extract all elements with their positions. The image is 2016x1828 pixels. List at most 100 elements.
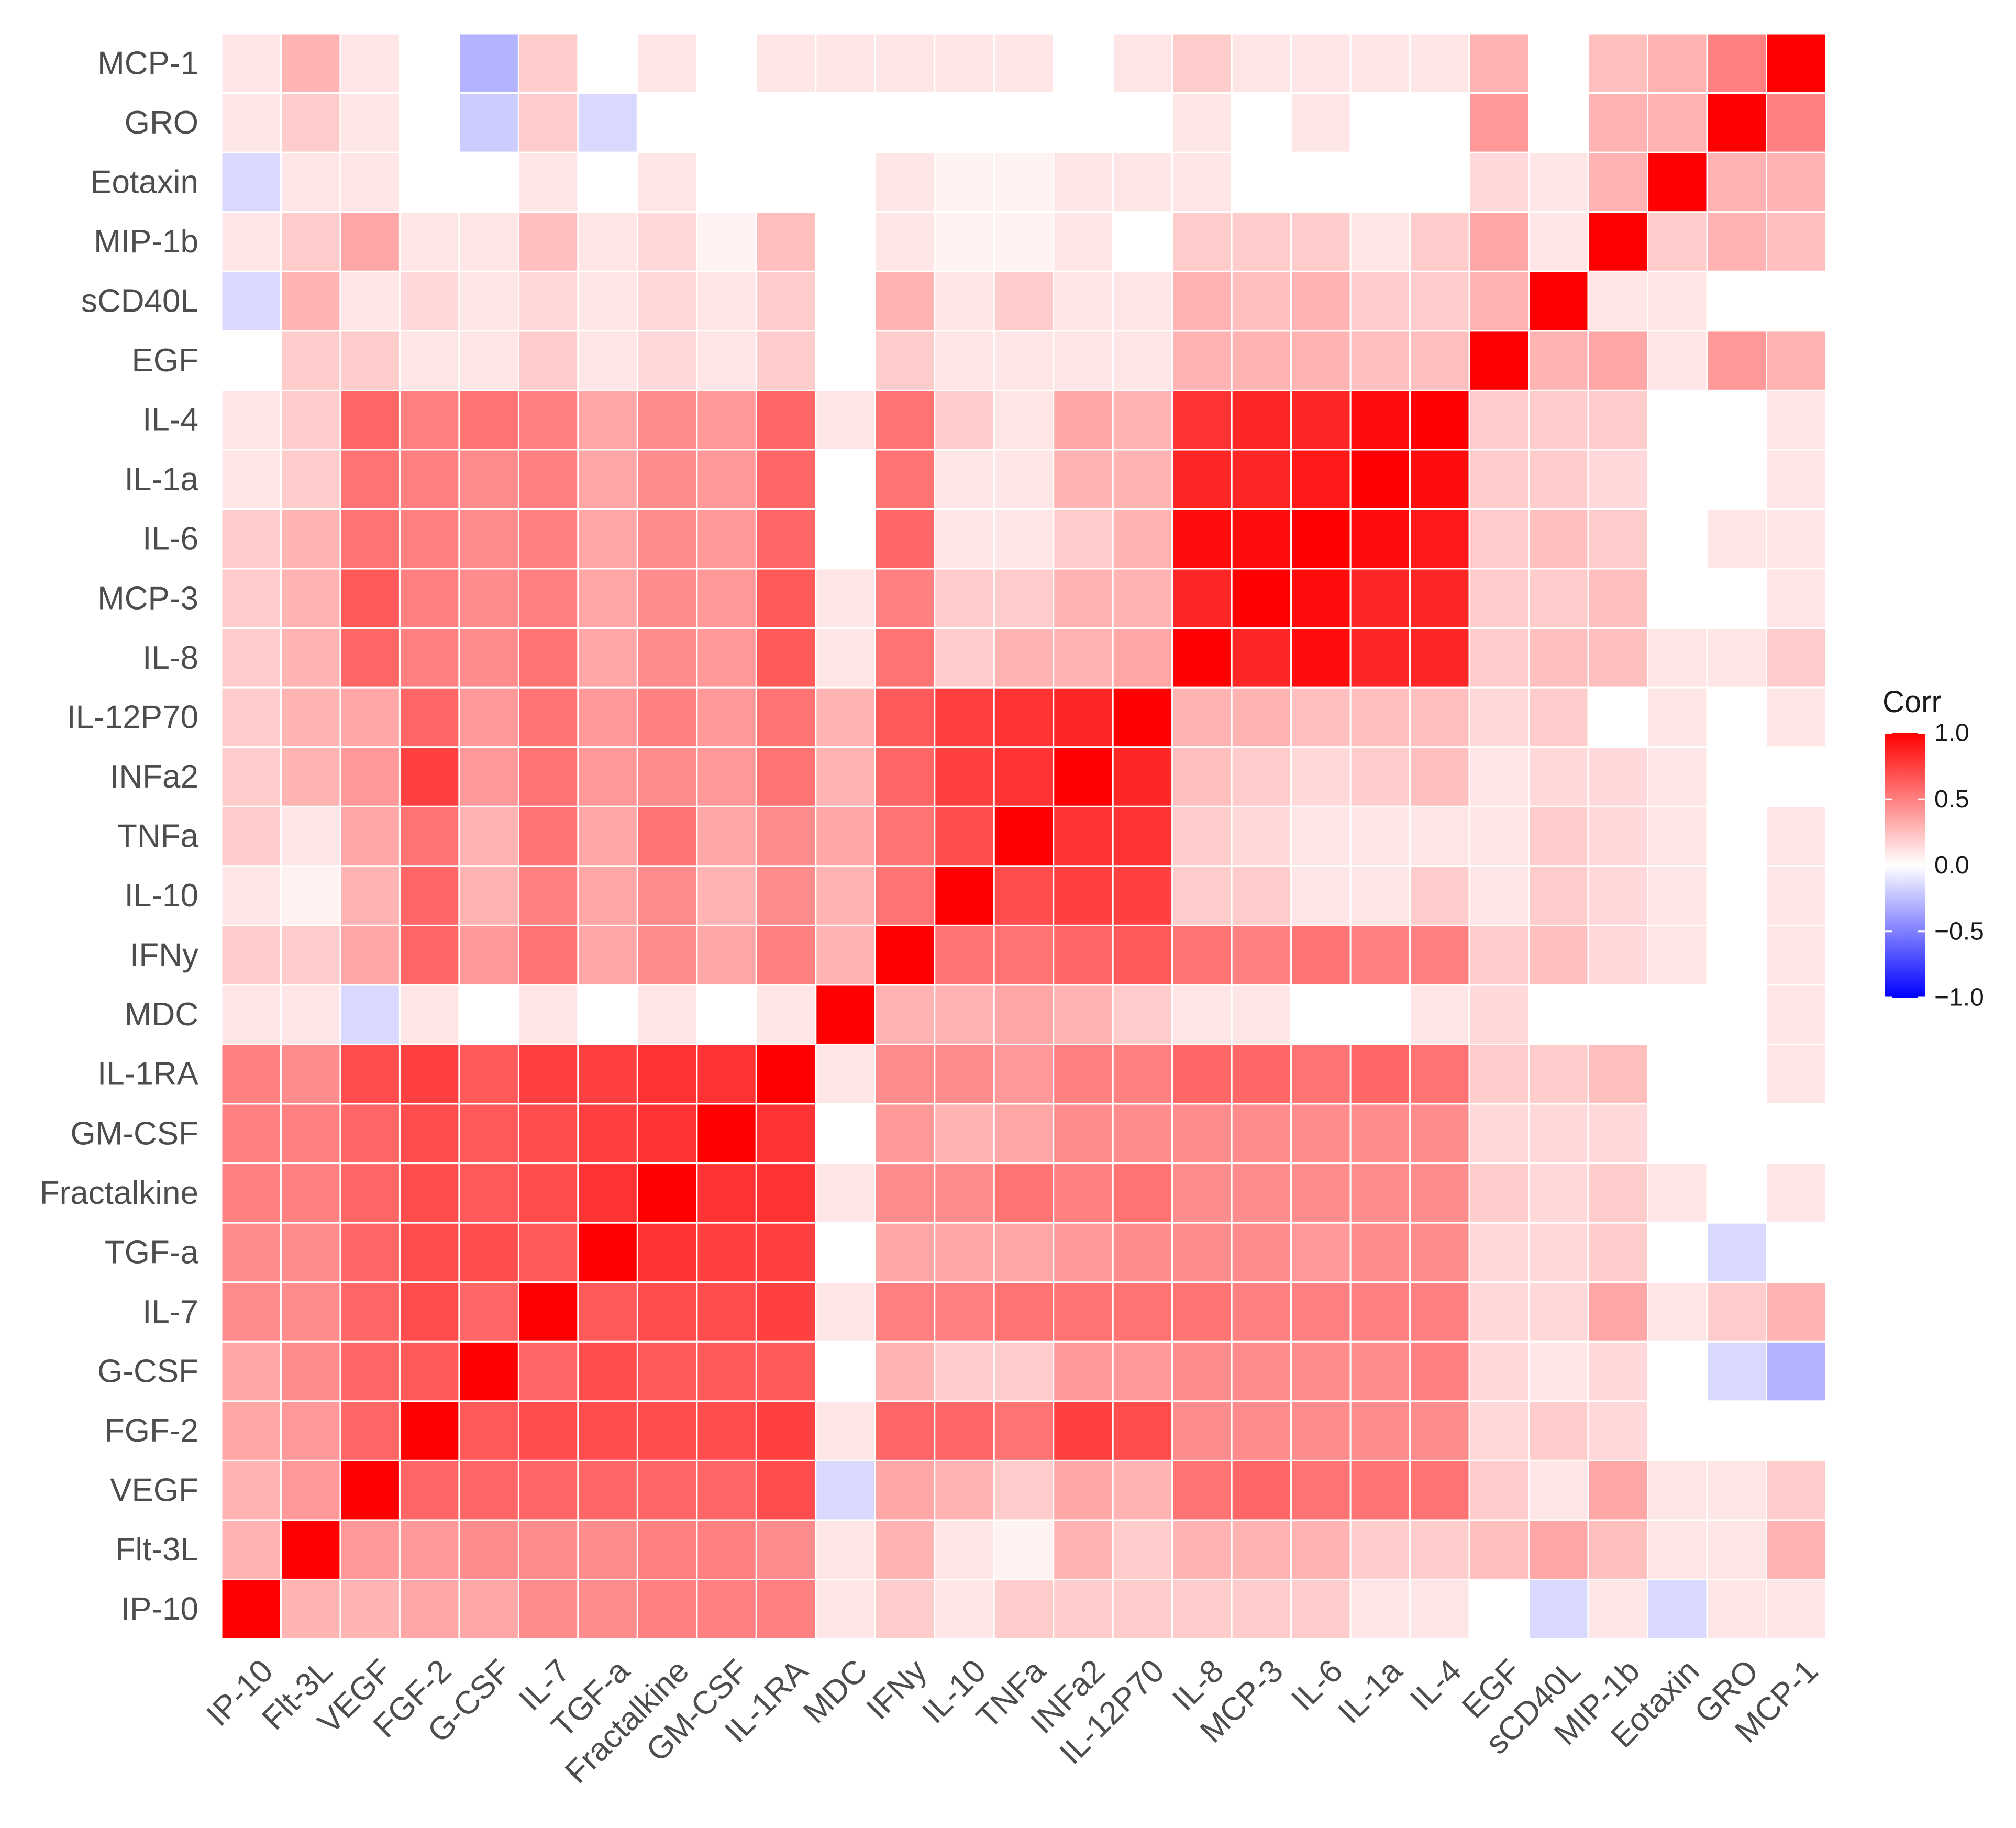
heatmap-cell-IL-12P70-MDC [1112, 984, 1173, 1045]
heatmap-cell-G-CSF-G-CSF [458, 1340, 519, 1402]
color-legend: Corr 1.0 0.5 0.0 −0.5 −1.0 [1882, 685, 1984, 1012]
heatmap-cell-IFNy-GM-CSF [874, 1103, 936, 1165]
heatmap-cell-IL-12P70-FGF-2 [1112, 1400, 1173, 1461]
heatmap-cell-Eotaxin-IP-10 [1647, 1578, 1708, 1640]
heatmap-cell-TGF-a-VEGF [577, 1459, 638, 1521]
heatmap-cell-IP-10-VEGF [220, 1459, 282, 1521]
heatmap-cell-Flt-3L-MDC [280, 984, 341, 1045]
heatmap-cell-IP-10-EGF [220, 330, 282, 391]
y-tick-label: IL-4 [142, 402, 198, 438]
heatmap-cell-FGF-2-sCD40L [398, 270, 460, 332]
heatmap-cell-MCP-1-MIP-1b [1766, 211, 1827, 272]
heatmap-cell-IL-7-IL-7 [517, 1281, 579, 1343]
heatmap-cell-GRO-EGF [1706, 330, 1768, 391]
legend-tick-label: 0.0 [1934, 851, 1969, 879]
heatmap-cell-MIP-1b-IFNy [1587, 924, 1649, 986]
heatmap-cell-G-CSF-IL-7 [458, 1281, 519, 1343]
heatmap-cell-IL-12P70-sCD40L [1112, 270, 1173, 332]
heatmap-cell-MCP-3-MIP-1b [1231, 211, 1292, 272]
heatmap-cell-GM-CSF-IP-10 [696, 1578, 757, 1640]
heatmap-cell-TNFa-TGF-a [993, 1222, 1055, 1283]
heatmap-cell-sCD40L-IL-6 [1528, 508, 1589, 570]
heatmap-cell-MIP-1b-IL-10 [1587, 865, 1649, 926]
heatmap-cell-IFNy-EGF [874, 330, 936, 391]
heatmap-cell-IL-6-IL-1RA [1290, 1043, 1352, 1105]
heatmap-cell-TGF-a-FGF-2 [577, 1400, 638, 1461]
heatmap-cell-IL-12P70-MCP-1 [1112, 32, 1173, 94]
heatmap-cell-TGF-a-IL-12P70 [577, 686, 638, 748]
heatmap-cell-GM-CSF-G-CSF [696, 1340, 757, 1402]
heatmap-cell-IL-6-GM-CSF [1290, 1103, 1352, 1165]
heatmap-cell-G-CSF-TNFa [458, 805, 519, 867]
heatmap-cell-MCP-1-IL-1a [1766, 449, 1827, 510]
heatmap-cell-IL-7-MIP-1b [517, 211, 579, 272]
heatmap-cell-MCP-1-IP-10 [1766, 1578, 1827, 1640]
heatmap-cell-Eotaxin-Fractalkine [1647, 1162, 1708, 1224]
heatmap-cell-IFNy-IL-6 [874, 508, 936, 570]
heatmap-cell-IL-10-VEGF [934, 1459, 995, 1521]
heatmap-cell-FGF-2-EGF [398, 330, 460, 391]
heatmap-cell-IP-10-FGF-2 [220, 1400, 282, 1461]
heatmap-cell-INFa2-MCP-1 [1053, 32, 1114, 94]
heatmap-cell-G-CSF-MDC [458, 984, 519, 1045]
heatmap-cell-MCP-1-GM-CSF [1766, 1103, 1827, 1165]
heatmap-cell-GM-CSF-IL-10 [696, 865, 757, 926]
heatmap-cell-VEGF-EGF [339, 330, 401, 391]
heatmap-cell-IL-7-GM-CSF [517, 1103, 579, 1165]
heatmap-cell-IL-4-IL-6 [1409, 508, 1470, 570]
heatmap-cell-MCP-1-TNFa [1766, 805, 1827, 867]
heatmap-cell-MCP-1-IL-1RA [1766, 1043, 1827, 1105]
heatmap-cell-IL-6-Fractalkine [1290, 1162, 1352, 1224]
heatmap-cell-MIP-1b-IL-6 [1587, 508, 1649, 570]
heatmap-cell-IL-4-GM-CSF [1409, 1103, 1470, 1165]
heatmap-cell-MCP-1-TGF-a [1766, 1222, 1827, 1283]
legend-ticks: 1.0 0.5 0.0 −0.5 −1.0 [1885, 719, 1984, 1012]
heatmap-cell-VEGF-IL-4 [339, 389, 401, 451]
heatmap-cell-Fractalkine-IP-10 [636, 1578, 698, 1640]
heatmap-cell-MCP-3-IL-10 [1231, 865, 1292, 926]
heatmap-cell-EGF-sCD40L [1468, 270, 1530, 332]
heatmap-cell-TNFa-FGF-2 [993, 1400, 1055, 1461]
heatmap-cell-FGF-2-IFNy [398, 924, 460, 986]
heatmap-cell-TNFa-TNFa [993, 805, 1055, 867]
heatmap-cell-IL-1RA-GM-CSF [755, 1103, 817, 1165]
heatmap-cell-IFNy-INFa2 [874, 746, 936, 807]
heatmap-cell-Flt-3L-IL-7 [280, 1281, 341, 1343]
heatmap-cell-Fractalkine-G-CSF [636, 1340, 698, 1402]
heatmap-cell-sCD40L-IL-1RA [1528, 1043, 1589, 1105]
heatmap-cell-IP-10-IL-1RA [220, 1043, 282, 1105]
heatmap-cell-IL-12P70-IL-1RA [1112, 1043, 1173, 1105]
heatmap-cell-INFa2-IL-1a [1053, 449, 1114, 510]
y-tick-label: IFNy [130, 937, 198, 973]
heatmap-cell-sCD40L-Flt-3L [1528, 1519, 1589, 1580]
heatmap-cell-GRO-GRO [1706, 92, 1768, 153]
heatmap-cell-G-CSF-VEGF [458, 1459, 519, 1521]
heatmap-cell-IL-4-VEGF [1409, 1459, 1470, 1521]
heatmap-cell-IL-4-MDC [1409, 984, 1470, 1045]
heatmap-cell-VEGF-IL-1RA [339, 1043, 401, 1105]
heatmap-cell-IL-4-IL-12P70 [1409, 686, 1470, 748]
heatmap-cell-VEGF-IFNy [339, 924, 401, 986]
heatmap-cell-IL-10-INFa2 [934, 746, 995, 807]
heatmap-cell-sCD40L-IP-10 [1528, 1578, 1589, 1640]
heatmap-cell-GRO-TGF-a [1706, 1222, 1768, 1283]
heatmap-cell-Flt-3L-GM-CSF [280, 1103, 341, 1165]
heatmap-cell-TNFa-IL-8 [993, 627, 1055, 689]
heatmap-cell-IL-1a-MIP-1b [1349, 211, 1411, 272]
heatmap-cell-IL-8-IL-8 [1171, 627, 1233, 689]
heatmap-cell-GRO-MCP-1 [1706, 32, 1768, 94]
heatmap-cell-Eotaxin-EGF [1647, 330, 1708, 391]
heatmap-cell-MIP-1b-IL-1RA [1587, 1043, 1649, 1105]
heatmap-cell-INFa2-EGF [1053, 330, 1114, 391]
heatmap-cell-IL-8-TGF-a [1171, 1222, 1233, 1283]
heatmap-cell-IL-8-Flt-3L [1171, 1519, 1233, 1580]
heatmap-cell-IL-1RA-G-CSF [755, 1340, 817, 1402]
heatmap-cell-MCP-1-FGF-2 [1766, 1400, 1827, 1461]
heatmap-cell-IL-6-IL-12P70 [1290, 686, 1352, 748]
heatmap-cell-TNFa-Eotaxin [993, 151, 1055, 213]
heatmap-cell-IL-4-IL-4 [1409, 389, 1470, 451]
heatmap-cell-IL-1RA-IL-4 [755, 389, 817, 451]
heatmap-cell-EGF-MIP-1b [1468, 211, 1530, 272]
heatmap-cell-IL-6-sCD40L [1290, 270, 1352, 332]
x-tick-label: IL-4 [1403, 1653, 1468, 1718]
